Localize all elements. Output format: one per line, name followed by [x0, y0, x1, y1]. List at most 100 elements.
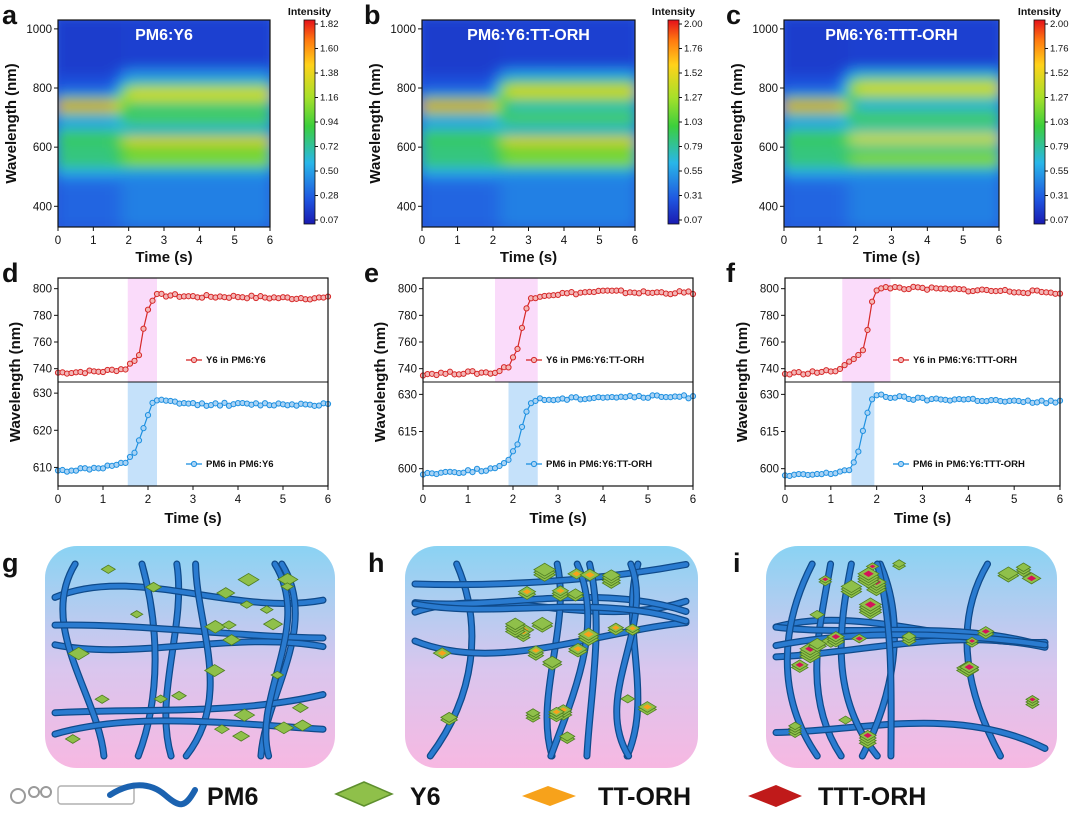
heatmap-cell: [449, 214, 458, 222]
heatmap-cell: [606, 43, 615, 51]
heatmap-cell: [149, 49, 158, 56]
heatmap-cell: [499, 173, 508, 181]
heatmap-cell: [71, 220, 80, 227]
heatmap-cell: [85, 191, 94, 198]
heatmap-cell: [805, 137, 814, 145]
heatmap-cell: [535, 96, 544, 104]
heatmap-cell: [248, 66, 257, 74]
heatmap-cell: [85, 173, 94, 181]
heatmap-cell: [797, 78, 806, 86]
heatmap-cell: [812, 125, 821, 133]
heatmap-cell: [121, 60, 130, 68]
heatmap-blur: [58, 20, 270, 227]
heatmap-cell: [78, 60, 87, 68]
heatmap-cell: [620, 43, 629, 51]
heatmap-cell: [862, 185, 871, 193]
heatmap-cell: [485, 137, 494, 145]
heatmap-cell: [528, 108, 537, 116]
heatmap-cell: [464, 185, 473, 193]
heatmap-cell: [984, 125, 993, 133]
heatmap-cell: [156, 214, 165, 222]
heatmap-cell: [435, 208, 444, 216]
heatmap-cell: [114, 66, 123, 74]
heatmap-cell: [58, 78, 66, 86]
heatmap-cell: [819, 20, 828, 27]
heatmap-cell: [520, 25, 529, 33]
heatmap-cell: [485, 208, 494, 216]
heatmap-cell: [71, 108, 80, 116]
heatmap-cell: [85, 84, 94, 92]
heatmap-cell: [912, 43, 921, 51]
heatmap-cell: [563, 20, 572, 27]
heatmap-cell: [934, 66, 943, 74]
heatmap-cell: [177, 78, 186, 86]
heatmap-cell: [142, 78, 151, 86]
heatmap-cell: [784, 179, 792, 187]
heatmap-cell: [833, 137, 842, 145]
heatmap-cell: [926, 191, 935, 198]
heatmap-cell: [114, 173, 123, 181]
additive-dot: [855, 636, 863, 641]
heatmap-cell: [570, 108, 579, 116]
heatmap-cell: [170, 72, 179, 80]
heatmap-cell: [840, 90, 849, 98]
heatmap-cell: [255, 214, 264, 222]
heatmap-cell: [234, 72, 243, 80]
heatmap-cell: [790, 161, 799, 169]
heatmap-cell: [584, 220, 593, 227]
heatmap-cell: [620, 66, 629, 74]
heatmap-cell: [513, 191, 522, 198]
heatmap-cell: [891, 196, 900, 204]
heatmap-blur: [784, 20, 999, 227]
heatmap-cell: [819, 214, 828, 222]
heatmap-cell: [227, 78, 236, 86]
heatmap-cell: [449, 37, 458, 45]
heatmap-cell: [198, 208, 207, 216]
heatmap-cell: [591, 96, 600, 104]
heatmap-cell: [212, 208, 222, 216]
pm6-key-label: PM6: [207, 783, 258, 811]
heatmap-cell: [591, 60, 600, 68]
heatmap-cell: [826, 84, 835, 92]
heatmap-cell: [78, 37, 87, 45]
heatmap-cell: [934, 131, 943, 139]
heatmap-cell: [862, 196, 871, 204]
heatmap-cell: [599, 120, 608, 127]
heatmap-cell: [563, 208, 572, 216]
heatmap-cell: [121, 90, 130, 98]
heatmap-cell: [805, 143, 814, 151]
heatmap-cell: [591, 179, 600, 187]
heatmap-cell: [478, 149, 487, 157]
heatmap-cell: [428, 49, 437, 56]
heatmap-cell: [926, 37, 935, 45]
heatmap-cell: [955, 208, 964, 216]
heatmap-cell: [241, 72, 250, 80]
heatmap-cell: [435, 161, 444, 169]
heatmap-cell: [513, 54, 522, 62]
heatmap-cell: [435, 78, 444, 86]
heatmap-cell: [499, 191, 508, 198]
heatmap-cell: [613, 173, 622, 181]
heatmap-cell: [513, 102, 522, 110]
heatmap-cell: [563, 125, 572, 133]
heatmap-cell: [797, 72, 806, 80]
heatmap-cell: [106, 131, 116, 139]
heatmap-cell: [627, 196, 635, 204]
data-point: [514, 441, 521, 448]
heatmap-cell: [506, 90, 515, 98]
heatmap-cell: [106, 149, 116, 157]
heatmap-cell: [826, 31, 835, 39]
heatmap-cell: [805, 155, 814, 163]
heatmap-cell: [948, 202, 957, 210]
y-tick-label: 400: [397, 201, 416, 213]
heatmap-cell: [191, 125, 200, 133]
heatmap-cell: [613, 31, 622, 39]
heatmap-cell: [606, 90, 615, 98]
heatmap-cell: [984, 143, 993, 151]
heatmap-cell: [962, 167, 971, 175]
y-tick-label: 760: [33, 337, 52, 349]
heatmap-cell: [422, 20, 430, 27]
heatmap-cell: [135, 114, 144, 122]
heatmap-cell: [121, 78, 130, 86]
heatmap-cell: [78, 179, 87, 187]
